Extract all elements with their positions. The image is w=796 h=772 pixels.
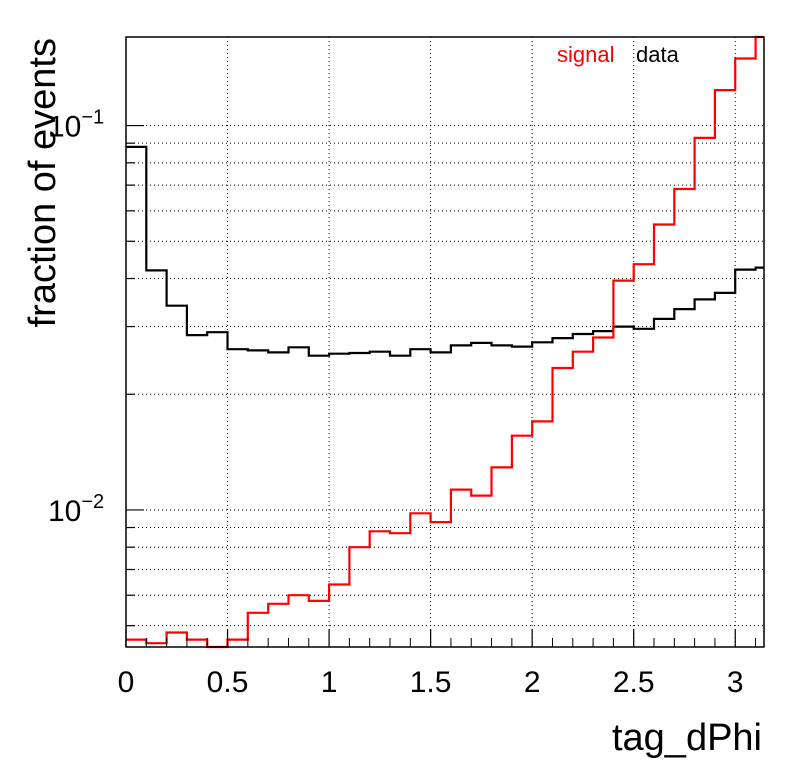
series-line-data [126,145,764,357]
legend: signal data [557,42,680,67]
series-line-signal [126,35,764,649]
x-tick-label: 3 [727,666,744,699]
x-tick-label: 2.5 [613,666,655,699]
x-tick-label: 0.5 [207,666,249,699]
x-axis-label: tag_dPhi [612,717,762,759]
y-tick-label: 10−2 [48,491,104,528]
series-group [126,35,764,649]
tick-labels: 0 0.5 1 1.5 2 2.5 3 10−2 10−1 [48,107,744,699]
x-tick-label: 2 [524,666,541,699]
x-tick-label: 0 [118,666,135,699]
y-tick-label: 10−1 [48,107,104,144]
y-axis-label: fraction of events [22,38,64,327]
x-tick-label: 1 [321,666,338,699]
legend-entry-data: data [636,42,680,67]
legend-entry-signal: signal [557,42,614,67]
x-tick-label: 1.5 [410,666,452,699]
axis-ticks [125,124,757,647]
plot-frame [125,36,765,648]
